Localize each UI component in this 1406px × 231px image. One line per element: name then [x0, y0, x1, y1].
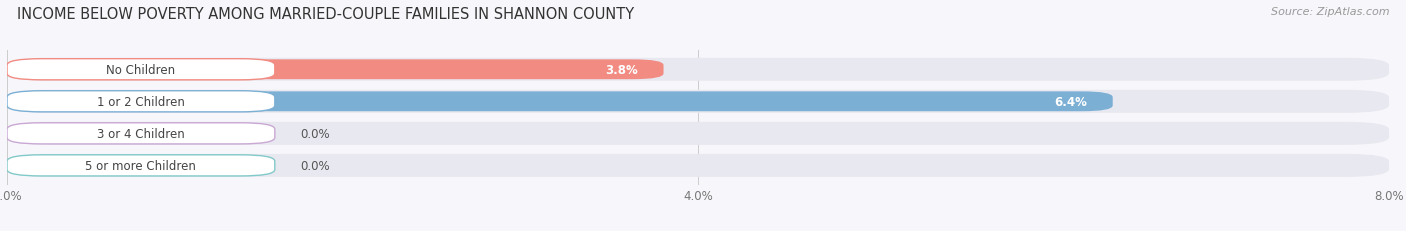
FancyBboxPatch shape [7, 91, 274, 112]
FancyBboxPatch shape [7, 155, 274, 176]
FancyBboxPatch shape [7, 60, 664, 80]
FancyBboxPatch shape [7, 59, 274, 80]
FancyBboxPatch shape [7, 92, 1112, 112]
FancyBboxPatch shape [7, 58, 1389, 82]
Text: 3 or 4 Children: 3 or 4 Children [97, 127, 184, 140]
FancyBboxPatch shape [7, 123, 274, 144]
Text: 1 or 2 Children: 1 or 2 Children [97, 95, 184, 108]
Text: Source: ZipAtlas.com: Source: ZipAtlas.com [1271, 7, 1389, 17]
Text: 5 or more Children: 5 or more Children [86, 159, 197, 172]
Text: 6.4%: 6.4% [1054, 95, 1087, 108]
FancyBboxPatch shape [7, 90, 1389, 113]
FancyBboxPatch shape [7, 122, 1389, 145]
Text: 0.0%: 0.0% [301, 127, 330, 140]
Text: INCOME BELOW POVERTY AMONG MARRIED-COUPLE FAMILIES IN SHANNON COUNTY: INCOME BELOW POVERTY AMONG MARRIED-COUPL… [17, 7, 634, 22]
Text: 3.8%: 3.8% [605, 64, 637, 76]
Text: 0.0%: 0.0% [301, 159, 330, 172]
Text: No Children: No Children [107, 64, 176, 76]
FancyBboxPatch shape [7, 154, 1389, 177]
